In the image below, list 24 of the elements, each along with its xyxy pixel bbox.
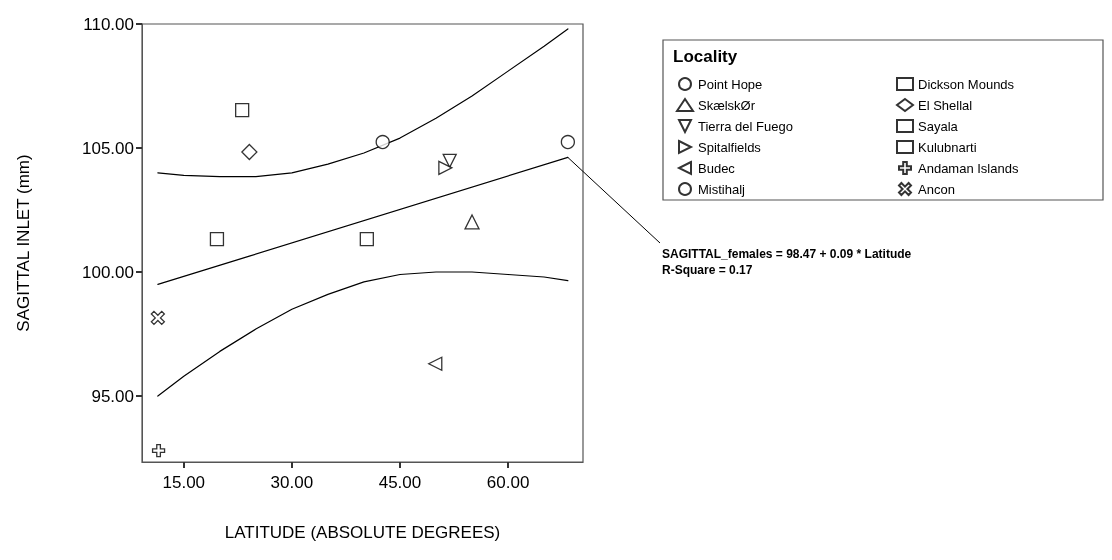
y-tick-label: 100.00 xyxy=(82,262,134,282)
y-tick-label: 105.00 xyxy=(82,138,134,158)
legend-label: Mistihalj xyxy=(698,181,746,197)
x-tick-label: 15.00 xyxy=(162,473,206,492)
y-tick-label: 95.00 xyxy=(91,386,134,406)
legend-title: Locality xyxy=(673,47,738,66)
y-tick-label: 110.00 xyxy=(83,14,134,34)
x-axis-title: LATITUDE (ABSOLUTE DEGREES) xyxy=(224,523,501,542)
legend-label: Point Hope xyxy=(698,76,763,92)
legend-label: Spitalfields xyxy=(698,139,762,155)
legend-label: Tierra del Fuego xyxy=(698,118,793,134)
legend-label: Dickson Mounds xyxy=(918,76,1015,92)
legend-label: Ancon xyxy=(918,181,955,197)
y-axis-title: SAGITTAL INLET (mm) xyxy=(14,154,33,332)
legend-label: Andaman Islands xyxy=(918,160,1019,176)
x-tick-label: 30.00 xyxy=(270,473,314,492)
legend-label: Budec xyxy=(698,160,736,176)
annotation: SAGITTAL_females = 98.47 + 0.09 * Latitude R-Square = 0.17 xyxy=(662,247,912,277)
legend-label: Kulubnarti xyxy=(918,139,977,155)
legend-label: Sayala xyxy=(918,118,959,134)
legend-label: El Shellal xyxy=(918,97,973,113)
legend-label: SkælskØr xyxy=(698,97,756,113)
x-tick-label: 45.00 xyxy=(378,473,422,492)
x-tick-label: 60.00 xyxy=(486,473,530,492)
